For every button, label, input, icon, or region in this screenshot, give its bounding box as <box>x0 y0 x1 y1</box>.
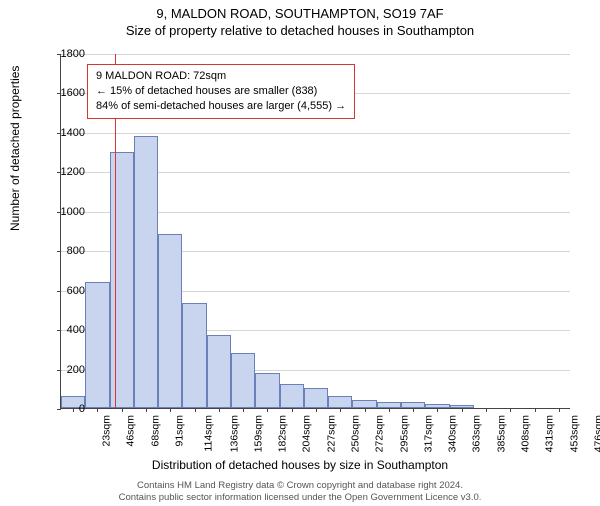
histogram-bar <box>182 303 206 408</box>
histogram-bar <box>134 136 158 408</box>
gridline-h <box>61 133 570 134</box>
histogram-bar <box>255 373 279 409</box>
annotation-smaller-pct: ← 15% of detached houses are smaller (83… <box>96 84 346 99</box>
x-tick-label: 136sqm <box>228 415 240 452</box>
histogram-bar <box>352 400 376 408</box>
x-tick-mark <box>413 408 414 412</box>
x-tick-mark <box>316 408 317 412</box>
property-annotation-box: 9 MALDON ROAD: 72sqm ← 15% of detached h… <box>87 64 355 119</box>
x-tick-mark <box>462 408 463 412</box>
footer-copyright: Contains HM Land Registry data © Crown c… <box>0 480 600 492</box>
x-tick-label: 408sqm <box>519 415 531 452</box>
x-tick-label: 340sqm <box>447 415 459 452</box>
x-tick-mark <box>170 408 171 412</box>
title-subtitle: Size of property relative to detached ho… <box>0 23 600 38</box>
y-tick-label: 1600 <box>45 87 85 99</box>
x-tick-label: 363sqm <box>471 415 483 452</box>
y-tick-label: 1000 <box>45 206 85 218</box>
x-tick-label: 250sqm <box>349 415 361 452</box>
footer-license: Contains public sector information licen… <box>0 492 600 504</box>
histogram-bar <box>231 353 255 408</box>
x-tick-label: 431sqm <box>544 415 556 452</box>
x-tick-mark <box>535 408 536 412</box>
y-tick-label: 800 <box>45 245 85 257</box>
x-tick-label: 227sqm <box>325 415 337 452</box>
x-tick-mark <box>340 408 341 412</box>
x-tick-mark <box>219 408 220 412</box>
y-tick-label: 1200 <box>45 166 85 178</box>
attribution-footer: Contains HM Land Registry data © Crown c… <box>0 480 600 504</box>
histogram-bar <box>280 384 304 408</box>
x-tick-mark <box>243 408 244 412</box>
x-tick-label: 159sqm <box>252 415 264 452</box>
y-tick-label: 0 <box>45 403 85 415</box>
histogram-bar <box>207 335 231 408</box>
chart-title-block: 9, MALDON ROAD, SOUTHAMPTON, SO19 7AF Si… <box>0 6 600 38</box>
x-tick-mark <box>437 408 438 412</box>
x-tick-mark <box>292 408 293 412</box>
x-tick-mark <box>389 408 390 412</box>
x-tick-label: 453sqm <box>568 415 580 452</box>
x-tick-label: 23sqm <box>101 415 113 447</box>
x-tick-mark <box>122 408 123 412</box>
y-axis-label: Number of detached properties <box>8 66 22 231</box>
title-address: 9, MALDON ROAD, SOUTHAMPTON, SO19 7AF <box>0 6 600 21</box>
histogram-bar <box>110 152 134 408</box>
y-tick-label: 600 <box>45 285 85 297</box>
x-tick-label: 385sqm <box>495 415 507 452</box>
x-axis-label: Distribution of detached houses by size … <box>0 458 600 472</box>
x-tick-label: 68sqm <box>149 415 161 447</box>
x-tick-label: 91sqm <box>174 415 186 447</box>
y-tick-label: 1800 <box>45 48 85 60</box>
x-tick-mark <box>365 408 366 412</box>
histogram-bar <box>158 234 182 408</box>
y-tick-label: 400 <box>45 324 85 336</box>
x-tick-mark <box>146 408 147 412</box>
annotation-larger-pct: 84% of semi-detached houses are larger (… <box>96 99 346 114</box>
histogram-bar <box>328 396 352 408</box>
histogram-bar <box>85 282 109 408</box>
x-tick-mark <box>97 408 98 412</box>
x-tick-label: 317sqm <box>422 415 434 452</box>
x-tick-label: 182sqm <box>277 415 289 452</box>
x-tick-label: 114sqm <box>203 415 215 452</box>
histogram-bar <box>304 388 328 408</box>
x-tick-label: 476sqm <box>592 415 600 452</box>
y-tick-label: 200 <box>45 364 85 376</box>
x-tick-mark <box>559 408 560 412</box>
x-tick-mark <box>486 408 487 412</box>
x-tick-label: 46sqm <box>125 415 137 447</box>
x-tick-label: 272sqm <box>374 415 386 452</box>
x-tick-label: 204sqm <box>301 415 313 452</box>
y-tick-label: 1400 <box>45 127 85 139</box>
x-tick-mark <box>267 408 268 412</box>
x-tick-label: 295sqm <box>398 415 410 452</box>
histogram-plot-area: 9 MALDON ROAD: 72sqm ← 15% of detached h… <box>60 54 570 409</box>
x-tick-mark <box>195 408 196 412</box>
x-tick-mark <box>510 408 511 412</box>
gridline-h <box>61 54 570 55</box>
annotation-property-size: 9 MALDON ROAD: 72sqm <box>96 69 346 84</box>
